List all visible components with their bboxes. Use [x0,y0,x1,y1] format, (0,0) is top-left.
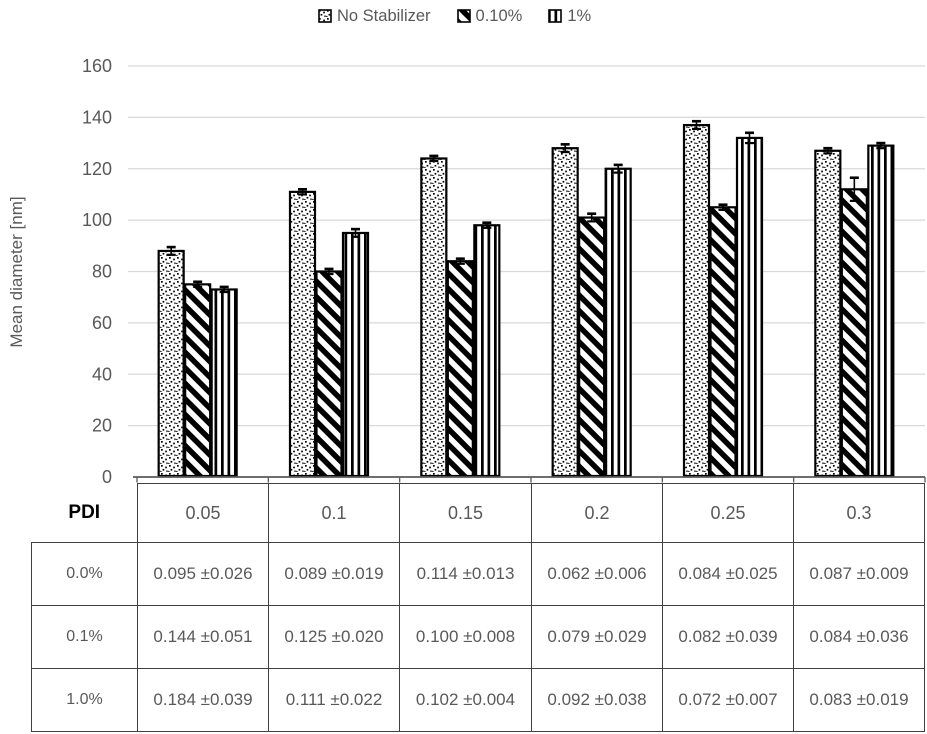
vertical-stripes-pattern-icon [548,9,563,24]
y-axis-tick-labels: 0 20 40 60 80 100 120 140 160 [82,56,112,483]
legend-label: 1% [567,7,592,25]
table-cell: 0.083 ±0.019 [793,668,925,732]
table-col-header: 0.2 [531,483,663,543]
table-col-header: 0.25 [662,483,794,543]
table-cell: 0.095 ±0.026 [137,542,269,606]
table-cell: 0.082 ±0.039 [662,605,794,669]
y-tick-label: 0 [102,467,112,483]
table-col-header: 0.1 [268,483,400,543]
bar-no-stabilizer-0.15 [420,157,448,478]
error-bars [166,119,886,294]
bar-0.10%-0.1 [315,270,343,478]
pdi-corner-label: PDI [68,501,101,523]
table-col-header: 0.05 [137,483,269,543]
legend-item-0.10pct: 0.10% [456,7,523,25]
row-label: 0.1% [31,605,138,669]
table-cell: 0.084 ±0.036 [793,605,925,669]
y-axis-title: Mean diameter [nm] [7,196,26,347]
table-cell: 0.100 ±0.008 [399,605,532,669]
table-row-0.0pct: 0.0% 0.095 ±0.026 0.089 ±0.019 0.114 ±0.… [31,542,925,606]
y-tick-label: 60 [92,313,112,333]
row-label: 0.0% [31,542,138,606]
table-row-0.1pct: 0.1% 0.144 ±0.051 0.125 ±0.020 0.100 ±0.… [31,605,925,669]
bar-chart: 0 20 40 60 80 100 120 140 160 Mean diameter [nm] [7,56,926,483]
x-axis [133,476,926,483]
table-col-header: 0.3 [793,483,925,543]
y-tick-label: 80 [92,262,112,282]
gridlines [128,65,925,427]
bar-0.10%-0.05 [184,283,212,478]
bar-0.10%-0.2 [578,216,606,478]
bar-1%-0.2 [604,167,632,478]
diagonal-stripes-pattern-icon [456,9,471,24]
legend-label: No Stabilizer [337,7,431,25]
y-tick-label: 140 [82,107,112,127]
table-cell: 0.089 ±0.019 [268,542,400,606]
y-tick-label: 20 [92,416,112,436]
table-cell: 0.102 ±0.004 [399,668,532,732]
bar-0.10%-0.25 [709,206,737,478]
chart-legend: No Stabilizer 0.10% 1% [318,8,591,25]
bar-1%-0.1 [341,231,370,478]
table-row-1.0pct: 1.0% 0.184 ±0.039 0.111 ±0.022 0.102 ±0.… [31,668,925,732]
table-cell: 0.125 ±0.020 [268,605,400,669]
bars [157,123,895,478]
table-cell: 0.084 ±0.025 [662,542,794,606]
legend-label: 0.10% [475,7,523,25]
pdi-table: PDI 0.05 0.1 0.15 0.2 0.25 0.3 0.0% 0.09… [31,483,925,732]
table-header-row: PDI 0.05 0.1 0.15 0.2 0.25 0.3 [32,483,925,543]
y-tick-label: 160 [82,56,112,76]
bar-no-stabilizer-0.3 [814,149,842,478]
bar-1%-0.3 [867,144,895,478]
y-tick-label: 100 [82,210,112,230]
bar-0.10%-0.15 [446,260,474,478]
y-tick-label: 40 [92,364,112,384]
table-cell: 0.092 ±0.038 [531,668,663,732]
bar-no-stabilizer-0.2 [551,147,579,478]
y-tick-label: 120 [82,159,112,179]
table-cell: 0.079 ±0.029 [531,605,663,669]
table-cell: 0.184 ±0.039 [137,668,269,732]
bar-1%-0.15 [473,224,501,478]
dots-pattern-icon [318,9,332,24]
bar-no-stabilizer-0.25 [682,123,711,478]
bar-1%-0.05 [210,288,238,478]
legend-item-1pct: 1% [548,8,591,25]
table-cell: 0.144 ±0.051 [137,605,269,669]
table-cell: 0.111 ±0.022 [268,668,400,732]
table-cell: 0.072 ±0.007 [662,668,794,732]
bar-no-stabilizer-0.1 [288,190,317,478]
table-cell: 0.062 ±0.006 [531,542,663,606]
row-label: 1.0% [31,668,138,732]
table-col-header: 0.15 [399,483,532,543]
bar-1%-0.25 [735,136,764,478]
legend-item-no-stabilizer: No Stabilizer [318,8,431,25]
bar-0.10%-0.3 [840,188,868,478]
table-cell: 0.114 ±0.013 [399,542,532,606]
table-cell: 0.087 ±0.009 [793,542,925,606]
bar-no-stabilizer-0.05 [157,249,185,478]
